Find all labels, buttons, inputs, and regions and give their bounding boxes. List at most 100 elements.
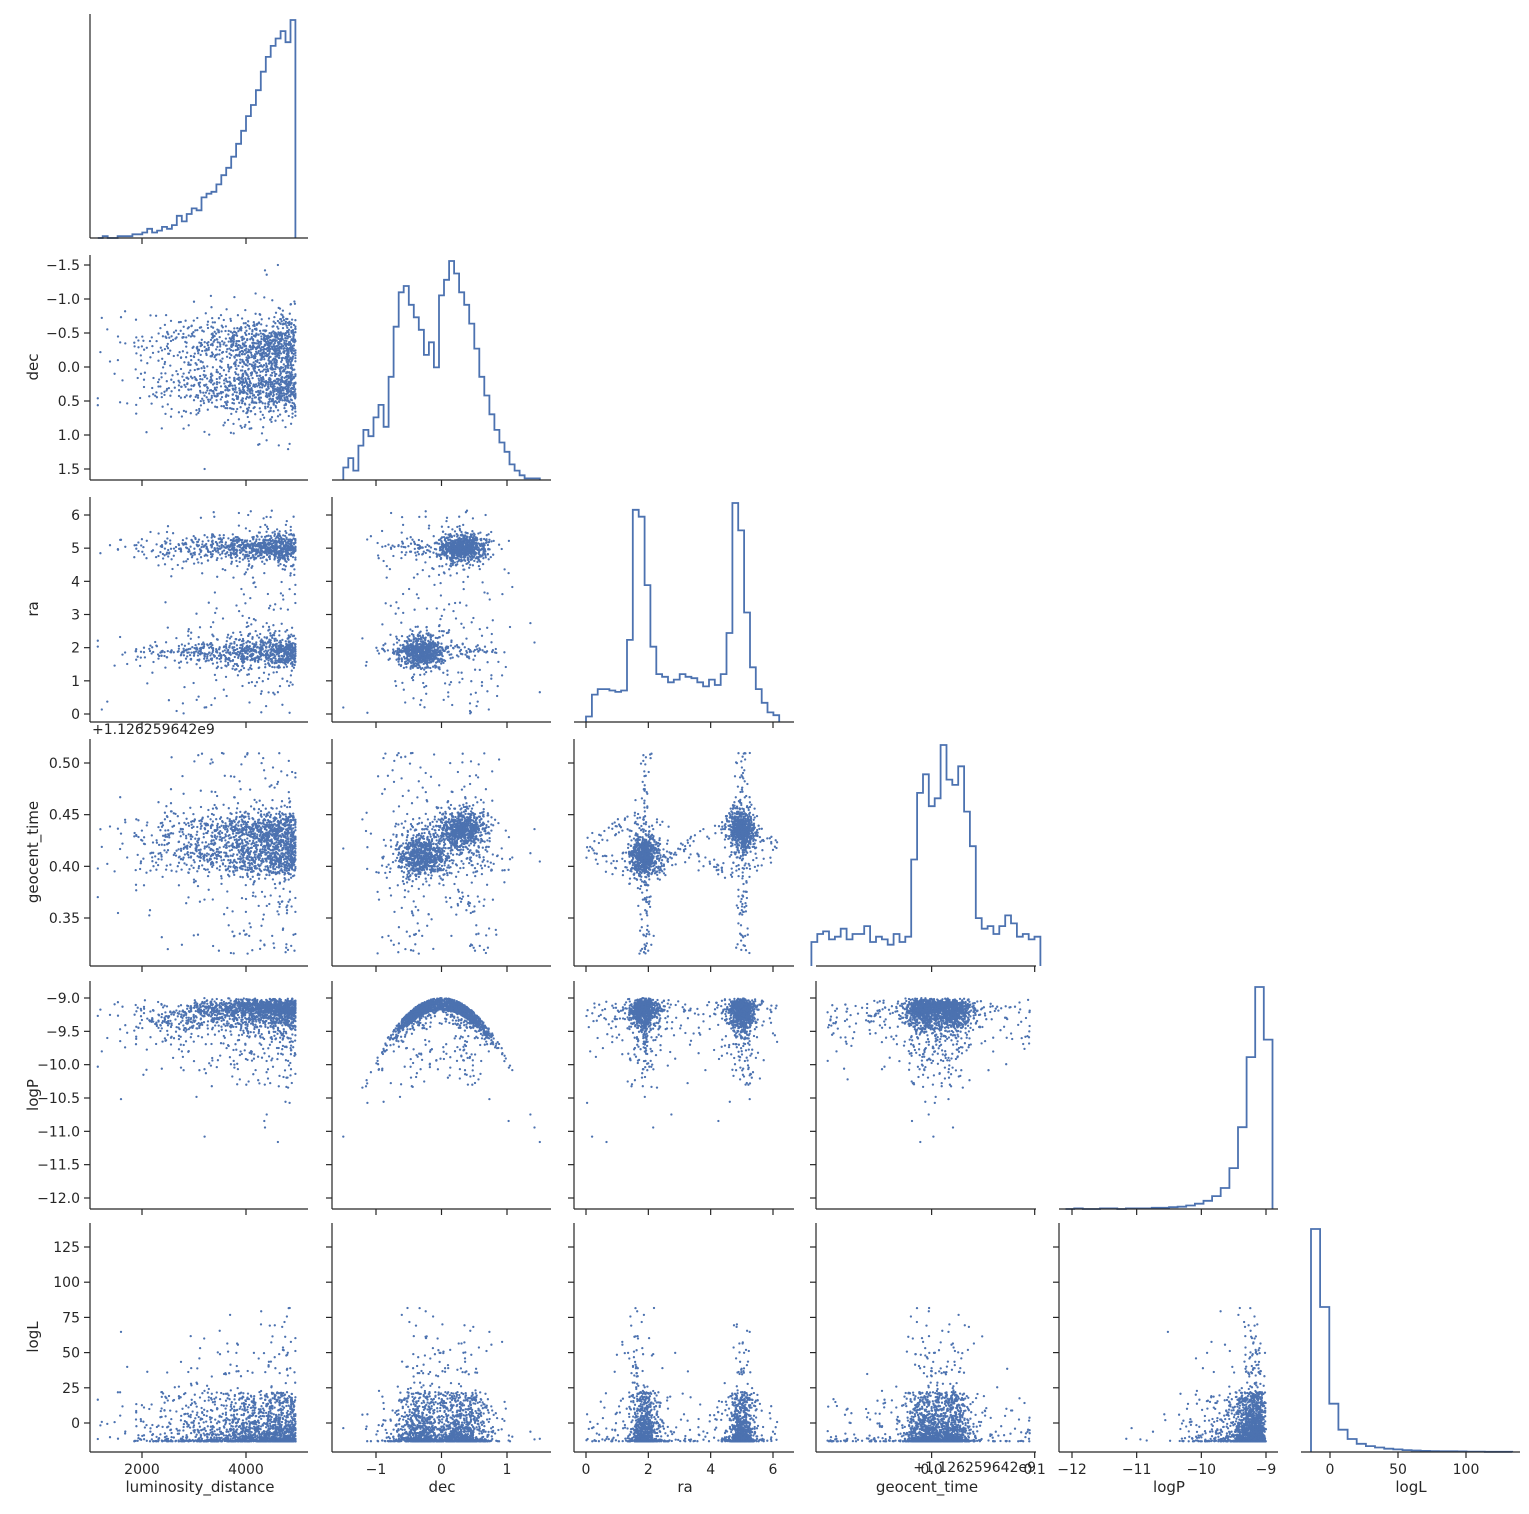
- scatter-point: [260, 350, 262, 352]
- scatter-point: [248, 560, 250, 562]
- scatter-point: [505, 666, 507, 668]
- scatter-point: [292, 407, 294, 409]
- scatter-point: [264, 660, 266, 662]
- scatter-point: [247, 348, 249, 350]
- scatter-point: [443, 630, 445, 632]
- scatter-point: [231, 398, 233, 400]
- scatter-point: [262, 540, 264, 542]
- scatter-point: [258, 398, 260, 400]
- scatter-point: [244, 377, 246, 379]
- scatter-point: [263, 672, 265, 674]
- panel-ra-vs-luminosity_distance: [90, 497, 308, 722]
- scatter-point: [235, 411, 237, 413]
- scatter-point: [155, 391, 157, 393]
- scatter-point: [260, 338, 262, 340]
- scatter-point: [225, 695, 227, 697]
- scatter-point: [279, 367, 281, 369]
- scatter-point: [282, 350, 284, 352]
- scatter-point: [293, 395, 295, 397]
- scatter-point: [283, 347, 285, 349]
- scatter-point: [213, 335, 215, 337]
- scatter-point: [289, 394, 291, 396]
- scatter-point: [237, 365, 239, 367]
- scatter-point: [247, 555, 249, 557]
- scatter-point: [246, 393, 248, 395]
- scatter-point: [465, 563, 467, 565]
- scatter-point: [428, 575, 430, 577]
- scatter-point: [252, 394, 254, 396]
- scatter-point: [277, 327, 279, 329]
- scatter-point: [361, 637, 363, 639]
- scatter-point: [286, 638, 288, 640]
- scatter-point: [183, 326, 185, 328]
- scatter-point: [135, 352, 137, 354]
- scatter-point: [180, 356, 182, 358]
- scatter-point: [265, 539, 267, 541]
- scatter-point: [149, 314, 151, 316]
- scatter-point: [448, 568, 450, 570]
- scatter-point: [137, 346, 139, 348]
- scatter-point: [279, 685, 281, 687]
- scatter-point: [290, 326, 292, 328]
- scatter-point: [162, 335, 164, 337]
- scatter-point: [137, 339, 139, 341]
- scatter-point: [382, 648, 384, 650]
- scatter-point: [248, 617, 250, 619]
- scatter-point: [154, 641, 156, 643]
- scatter-point: [292, 516, 294, 518]
- scatter-point: [228, 385, 230, 387]
- scatter-point: [97, 404, 99, 406]
- scatter-point: [274, 400, 276, 402]
- scatter-point: [278, 357, 280, 359]
- scatter-point: [481, 685, 483, 687]
- scatter-point: [241, 399, 243, 401]
- scatter-point: [294, 637, 296, 639]
- scatter-point: [289, 313, 291, 315]
- scatter-point: [209, 355, 211, 357]
- scatter-point: [400, 545, 402, 547]
- scatter-point: [413, 636, 415, 638]
- scatter-point: [244, 332, 246, 334]
- scatter-point: [151, 345, 153, 347]
- scatter-point: [450, 560, 452, 562]
- scatter-point: [126, 402, 128, 404]
- scatter-point: [257, 444, 259, 446]
- scatter-point: [266, 554, 268, 556]
- scatter-point: [249, 659, 251, 661]
- scatter-point: [190, 355, 192, 357]
- scatter-point: [162, 366, 164, 368]
- scatter-point: [246, 411, 248, 413]
- scatter-point: [143, 651, 145, 653]
- scatter-point: [246, 622, 248, 624]
- scatter-point: [275, 645, 277, 647]
- scatter-point: [163, 394, 165, 396]
- scatter-point: [160, 372, 162, 374]
- scatter-point: [199, 390, 201, 392]
- scatter-point: [216, 542, 218, 544]
- scatter-point: [282, 568, 284, 570]
- scatter-point: [197, 654, 199, 656]
- scatter-point: [168, 552, 170, 554]
- scatter-point: [261, 653, 263, 655]
- scatter-point: [195, 663, 197, 665]
- scatter-point: [183, 379, 185, 381]
- scatter-point: [227, 545, 229, 547]
- scatter-point: [255, 538, 257, 540]
- scatter-point: [253, 370, 255, 372]
- scatter-point: [294, 556, 296, 558]
- scatter-point: [124, 310, 126, 312]
- scatter-point: [211, 652, 213, 654]
- scatter-point: [234, 669, 236, 671]
- scatter-point: [481, 681, 483, 683]
- scatter-point: [170, 548, 172, 550]
- scatter-point: [240, 381, 242, 383]
- scatter-point: [259, 633, 261, 635]
- scatter-point: [265, 389, 267, 391]
- scatter-point: [407, 662, 409, 664]
- scatter-point: [268, 345, 270, 347]
- scatter-point: [282, 594, 284, 596]
- scatter-point: [249, 396, 251, 398]
- scatter-point: [291, 670, 293, 672]
- scatter-point: [261, 648, 263, 650]
- scatter-point: [292, 340, 294, 342]
